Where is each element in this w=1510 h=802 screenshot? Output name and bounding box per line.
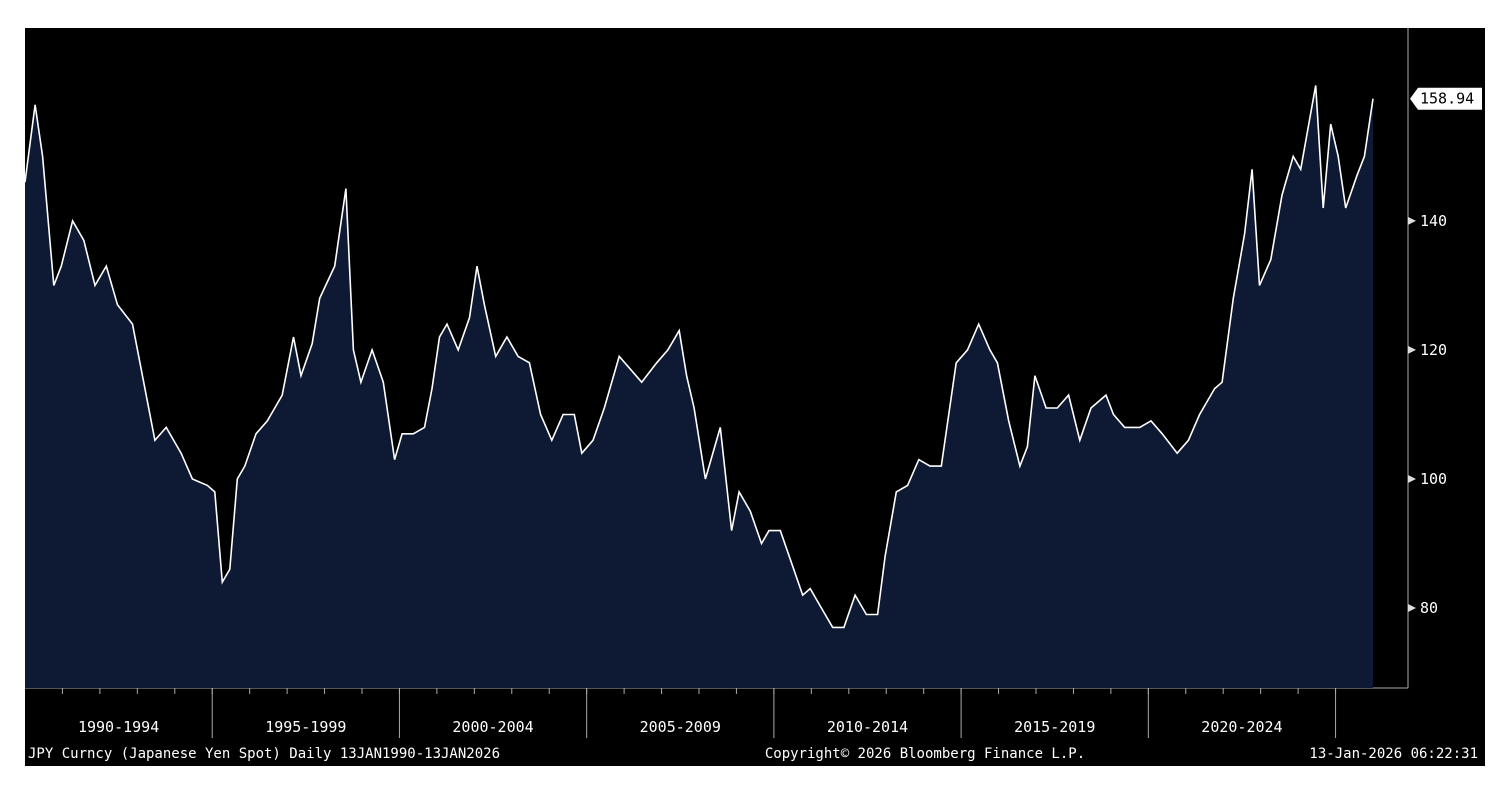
y-tick [1408, 345, 1416, 354]
timestamp: 13-Jan-2026 06:22:31 [1309, 746, 1478, 762]
period-label: 2000-2004 [452, 718, 533, 736]
y-tick-label: 80 [1420, 599, 1438, 617]
y-tick [1408, 216, 1416, 225]
area-fill [25, 85, 1373, 688]
period-label: 2010-2014 [827, 718, 908, 736]
y-tick-label: 120 [1420, 341, 1447, 359]
last-value-box [1410, 87, 1482, 110]
y-tick [1408, 474, 1416, 483]
subtitle: JPY Curncy (Japanese Yen Spot) Daily 13J… [28, 746, 500, 762]
period-label: 2015-2019 [1014, 718, 1095, 736]
last-value-label: 158.94 [1420, 90, 1474, 108]
period-label: 2020-2024 [1201, 718, 1282, 736]
price-line [24, 85, 1374, 629]
footer-background [25, 688, 1485, 766]
period-label: 2005-2009 [640, 718, 721, 736]
period-label: 1990-1994 [78, 718, 159, 736]
y-tick [1408, 604, 1416, 612]
copyright: Copyright© 2026 Bloomberg Finance L.P. [765, 746, 1085, 762]
period-label: 1995-1999 [265, 718, 346, 736]
y-tick-label: 100 [1420, 470, 1447, 488]
y-tick-label: 140 [1420, 212, 1447, 230]
axis-background [1408, 28, 1485, 688]
